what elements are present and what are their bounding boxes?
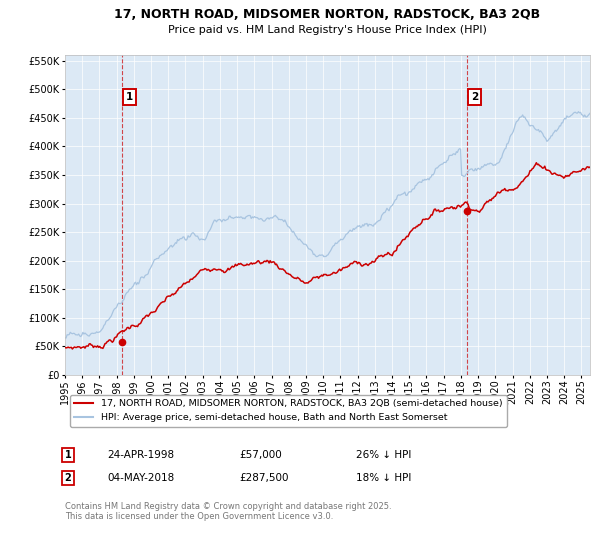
Text: 2: 2 xyxy=(65,473,71,483)
Text: 1: 1 xyxy=(65,450,71,460)
Legend: 17, NORTH ROAD, MIDSOMER NORTON, RADSTOCK, BA3 2QB (semi-detached house), HPI: A: 17, NORTH ROAD, MIDSOMER NORTON, RADSTOC… xyxy=(70,395,507,427)
Text: £57,000: £57,000 xyxy=(239,450,282,460)
Text: 2: 2 xyxy=(471,92,478,101)
Text: Price paid vs. HM Land Registry's House Price Index (HPI): Price paid vs. HM Land Registry's House … xyxy=(168,25,487,35)
Text: 04-MAY-2018: 04-MAY-2018 xyxy=(107,473,174,483)
Text: Contains HM Land Registry data © Crown copyright and database right 2025.
This d: Contains HM Land Registry data © Crown c… xyxy=(65,502,392,521)
Text: 24-APR-1998: 24-APR-1998 xyxy=(107,450,174,460)
Text: 17, NORTH ROAD, MIDSOMER NORTON, RADSTOCK, BA3 2QB: 17, NORTH ROAD, MIDSOMER NORTON, RADSTOC… xyxy=(115,8,541,21)
Text: £287,500: £287,500 xyxy=(239,473,289,483)
Text: 18% ↓ HPI: 18% ↓ HPI xyxy=(356,473,412,483)
Text: 1: 1 xyxy=(126,92,133,101)
Text: 26% ↓ HPI: 26% ↓ HPI xyxy=(356,450,412,460)
